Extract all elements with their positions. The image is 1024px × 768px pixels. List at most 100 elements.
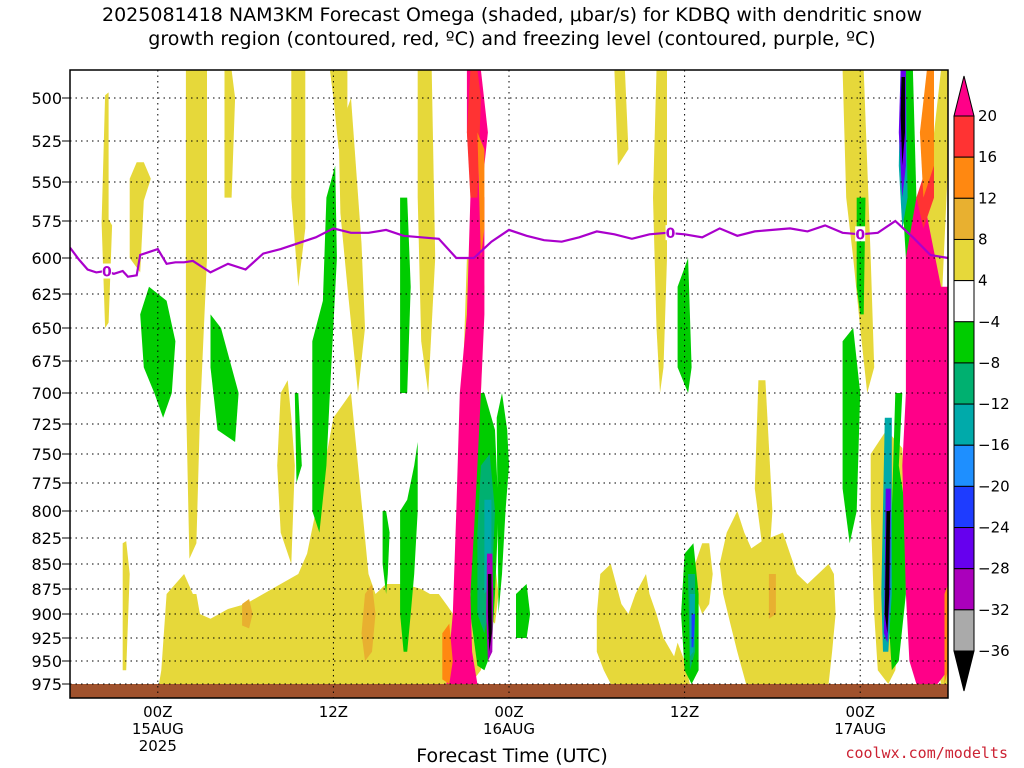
colorbar-tick-label: −8 [978, 354, 1000, 372]
colorbar: 20 16 12 8 4 −4 −8 −12 −16 −20 −24 −28 −32 −36 [953, 75, 1010, 692]
omega-region [902, 197, 948, 684]
colorbar-tick-label: −12 [978, 395, 1010, 413]
y-tick-label: 675 [31, 352, 62, 371]
omega-region [442, 623, 453, 684]
omega-region [719, 511, 836, 684]
omega-region [382, 511, 390, 594]
omega-region [210, 314, 239, 442]
y-tick-label: 850 [31, 555, 62, 574]
colorbar-box [953, 115, 975, 158]
y-tick-label: 900 [31, 605, 62, 624]
colorbar-top-arrow [953, 75, 975, 117]
freezing-level-label: 0 [666, 226, 676, 242]
omega-region [516, 584, 531, 638]
omega-region [122, 541, 130, 671]
colorbar-tick-label: 20 [978, 107, 997, 125]
y-tick-label: 500 [31, 89, 62, 108]
x-tick-label: 00Z [846, 703, 875, 721]
plot-frame [69, 69, 949, 699]
freezing-level-line [70, 219, 948, 278]
colorbar-tick-label: −28 [978, 560, 1010, 578]
y-tick-label: 950 [31, 652, 62, 671]
omega-region [596, 564, 690, 684]
omega-region [338, 98, 365, 393]
y-axis-tick-labels: 500 525 550 575 600 625 650 675 700 725 750 775 800 8… [31, 89, 70, 694]
freezing-level-label: 0 [855, 227, 865, 243]
x-tick-label: 12Z [319, 703, 348, 721]
y-tick-label: 875 [31, 580, 62, 599]
y-tick-label: 700 [31, 384, 62, 403]
colorbar-tick-label: −24 [978, 519, 1010, 537]
omega-shading [101, 70, 948, 698]
gridlines [70, 70, 948, 698]
y-tick-label: 925 [31, 629, 62, 648]
omega-region [477, 132, 485, 258]
omega-region [900, 77, 905, 166]
credit-text: coolwx.com/modelts [845, 744, 1008, 762]
colorbar-tick-label: −4 [978, 313, 1000, 331]
x-tick-label: 16AUG [483, 720, 535, 738]
y-tick-label: 525 [31, 132, 62, 151]
x-tick-label: 17AUG [834, 720, 886, 738]
omega-region [185, 70, 207, 559]
omega-region [400, 442, 418, 652]
freezing-level-contour: 0 0 0 [70, 219, 948, 281]
x-tick-label: 15AUG [132, 720, 184, 738]
omega-region [445, 178, 485, 691]
x-tick-label: 00Z [494, 703, 523, 721]
omega-region [944, 584, 948, 684]
omega-region [291, 70, 306, 287]
omega-region [224, 70, 236, 198]
omega-region [653, 70, 667, 393]
omega-region [294, 393, 302, 483]
colorbar-box [953, 156, 975, 199]
terrain-ground-band [70, 684, 948, 698]
omega-region [487, 574, 492, 652]
y-tick-label: 600 [31, 249, 62, 268]
omega-region [496, 393, 509, 614]
chart-title-line-1: 2025081418 NAM3KM Forecast Omega (shaded… [102, 4, 922, 26]
contour-label-bg [855, 226, 866, 242]
omega-region [101, 92, 113, 329]
omega-region [677, 258, 692, 393]
y-tick-label: 725 [31, 415, 62, 434]
omega-region [129, 162, 151, 273]
colorbar-tick-label: −36 [978, 642, 1010, 660]
colorbar-box [953, 362, 975, 405]
colorbar-tick-label: −32 [978, 601, 1010, 619]
omega-region [312, 165, 337, 533]
y-tick-label: 550 [31, 173, 62, 192]
contour-label-bg [101, 263, 112, 279]
freezing-level-label: 0 [102, 265, 112, 281]
y-tick-label: 825 [31, 529, 62, 548]
y-tick-label: 575 [31, 212, 62, 231]
omega-region [888, 393, 906, 671]
y-tick-label: 650 [31, 319, 62, 338]
colorbar-tick-label: 4 [978, 272, 988, 290]
omega-region [140, 286, 176, 418]
chart-title-line-2: growth region (contoured, red, ºC) and f… [148, 28, 876, 50]
colorbar-box [953, 527, 975, 570]
colorbar-box [953, 403, 975, 446]
colorbar-tick-label: 16 [978, 148, 997, 166]
omega-region [695, 543, 713, 614]
colorbar-tick-label: 12 [978, 189, 997, 207]
omega-region [400, 197, 411, 393]
colorbar-box [953, 609, 975, 652]
y-tick-label: 975 [31, 675, 62, 694]
omega-region [754, 380, 773, 564]
omega-region [466, 70, 481, 198]
omega-region [277, 380, 295, 564]
omega-region [884, 511, 891, 634]
y-tick-label: 775 [31, 474, 62, 493]
omega-region [842, 328, 861, 544]
omega-region [361, 584, 376, 661]
omega-region [916, 98, 934, 229]
omega-region [919, 70, 934, 198]
omega-region [691, 614, 696, 648]
colorbar-box [953, 197, 975, 240]
colorbar-tick-label: 8 [978, 230, 988, 248]
colorbar-box [953, 238, 975, 282]
